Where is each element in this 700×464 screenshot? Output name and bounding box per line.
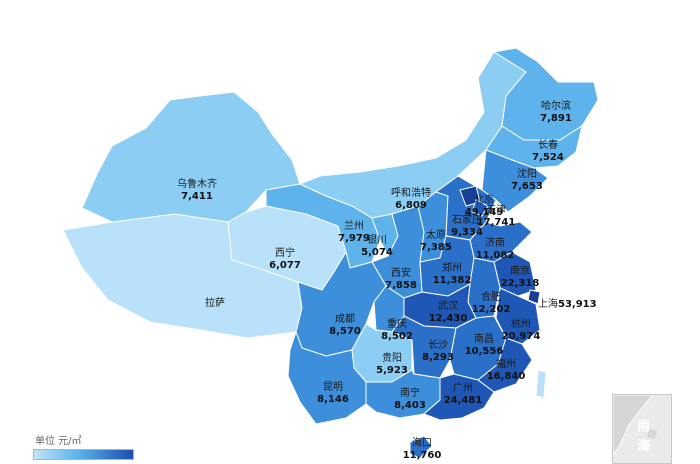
inset-map — [613, 395, 657, 456]
region-shanghai[interactable] — [527, 289, 541, 305]
region-anhui[interactable] — [467, 257, 501, 319]
legend-unit-label: 单位 元/㎡ — [35, 436, 82, 447]
region-hainan[interactable] — [409, 435, 433, 459]
region-taiwan[interactable] — [535, 369, 547, 399]
south-china-sea-inset: 南 海 — [612, 394, 672, 464]
legend-color-scale — [33, 449, 134, 460]
region-tianjin[interactable] — [471, 199, 489, 217]
inset-label: 南 海 — [637, 419, 651, 454]
region-guangdong[interactable] — [423, 373, 495, 421]
region-zhejiang[interactable] — [495, 287, 541, 345]
region-fujian[interactable] — [477, 337, 533, 393]
region-xinjiang[interactable] — [81, 91, 301, 223]
